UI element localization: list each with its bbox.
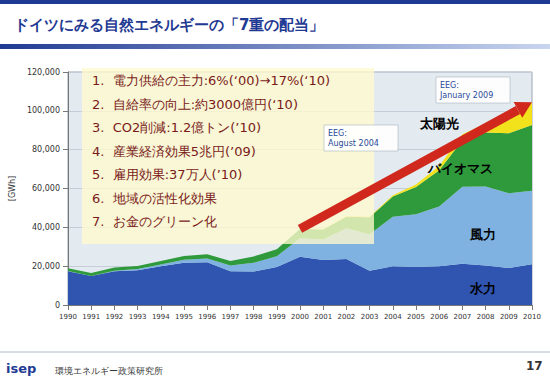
svg-text:ドイツにみる自然エネルギーの「7重の配当」: ドイツにみる自然エネルギーの「7重の配当」 — [14, 16, 324, 34]
svg-text:2001: 2001 — [314, 313, 332, 321]
svg-text:1994: 1994 — [152, 313, 170, 321]
svg-text:1991: 1991 — [82, 313, 100, 321]
svg-text:2010: 2010 — [523, 313, 541, 321]
svg-text:2009: 2009 — [500, 313, 518, 321]
svg-text:17: 17 — [526, 359, 543, 373]
svg-text:2008: 2008 — [477, 313, 495, 321]
svg-text:1998: 1998 — [245, 313, 263, 321]
svg-text:2005: 2005 — [407, 313, 425, 321]
svg-text:環境エネルギー政策研究所: 環境エネルギー政策研究所 — [55, 366, 163, 376]
svg-text:EEG:: EEG: — [440, 81, 459, 90]
svg-text:[GWh]: [GWh] — [8, 176, 17, 201]
svg-text:0: 0 — [55, 301, 60, 310]
svg-text:1997: 1997 — [221, 313, 239, 321]
svg-text:6. 地域の活性化効果: 6. 地域の活性化効果 — [92, 191, 217, 206]
svg-text:60,000: 60,000 — [32, 184, 60, 193]
svg-text:バイオマス: バイオマス — [427, 161, 493, 176]
svg-text:August 2004: August 2004 — [328, 139, 379, 148]
svg-text:100,000: 100,000 — [27, 106, 60, 115]
svg-text:2004: 2004 — [384, 313, 402, 321]
svg-text:EEG:: EEG: — [328, 129, 347, 138]
svg-text:1990: 1990 — [59, 313, 77, 321]
svg-text:120,000: 120,000 — [27, 68, 60, 77]
svg-text:40,000: 40,000 — [32, 223, 60, 232]
svg-text:isep: isep — [6, 361, 36, 376]
svg-text:4. 産業経済効果5兆円(’09): 4. 産業経済効果5兆円(’09) — [92, 144, 256, 159]
svg-text:20,000: 20,000 — [32, 262, 60, 271]
svg-text:2. 自給率の向上:約3000億円(‘10): 2. 自給率の向上:約3000億円(‘10) — [92, 97, 298, 112]
svg-text:1. 電力供給の主力:6%(‘00)→17%(‘10): 1. 電力供給の主力:6%(‘00)→17%(‘10) — [92, 73, 330, 88]
svg-text:水力: 水力 — [469, 281, 496, 296]
svg-text:1999: 1999 — [268, 313, 286, 321]
svg-text:1992: 1992 — [105, 313, 123, 321]
svg-text:風力: 風力 — [469, 227, 496, 242]
svg-text:太陽光: 太陽光 — [419, 116, 459, 131]
svg-text:80,000: 80,000 — [32, 145, 60, 154]
svg-text:2002: 2002 — [337, 313, 355, 321]
svg-text:2003: 2003 — [361, 313, 379, 321]
svg-text:2006: 2006 — [430, 313, 448, 321]
svg-text:2007: 2007 — [453, 313, 471, 321]
svg-text:1993: 1993 — [129, 313, 147, 321]
svg-text:5. 雇用効果:37万人(’10): 5. 雇用効果:37万人(’10) — [92, 167, 242, 182]
svg-text:3. CO2削減:1.2億トン(’10): 3. CO2削減:1.2億トン(’10) — [92, 120, 261, 135]
svg-text:January 2009: January 2009 — [439, 91, 493, 100]
svg-text:7. お金のグリーン化: 7. お金のグリーン化 — [92, 214, 217, 229]
svg-text:1996: 1996 — [198, 313, 216, 321]
svg-text:2000: 2000 — [291, 313, 309, 321]
svg-text:1995: 1995 — [175, 313, 193, 321]
